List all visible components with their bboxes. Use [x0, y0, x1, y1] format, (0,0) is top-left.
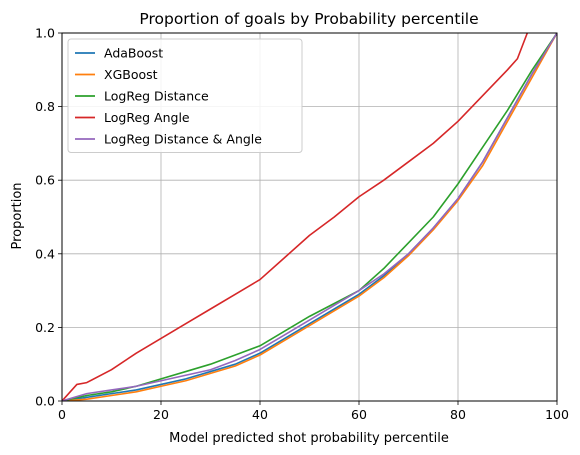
- x-tick-label: 80: [450, 407, 466, 422]
- x-tick-label: 100: [545, 407, 569, 422]
- legend-label: LogReg Angle: [104, 110, 190, 125]
- y-tick-label: 0.8: [35, 99, 55, 114]
- legend: AdaBoost XGBoost LogReg Distance LogReg Ang…: [67, 38, 303, 153]
- y-tick-label: 0.6: [35, 173, 55, 188]
- plot-frame: [61, 32, 558, 402]
- series-lines: [62, 33, 557, 401]
- y-axis-title: Proportion: [10, 182, 25, 249]
- series-line-xgboost: [62, 33, 557, 401]
- axis-ticks: 0 20 40 60 80 100 0.0 0.2 0.4 0.6 0.8 1.0: [35, 26, 569, 423]
- legend-label: XGBoost: [104, 67, 158, 82]
- legend-label: AdaBoost: [104, 46, 163, 61]
- x-tick-label: 0: [58, 407, 66, 422]
- series-line-logreg-angle: [62, 33, 529, 401]
- chart-title: Proportion of goals by Probability perce…: [139, 10, 478, 28]
- legend-label: LogReg Distance: [104, 89, 209, 104]
- x-tick-label: 20: [153, 407, 169, 422]
- series-line-logreg-distance-angle: [62, 33, 557, 401]
- y-tick-label: 0.4: [35, 246, 55, 261]
- legend-label: LogReg Distance & Angle: [104, 132, 262, 147]
- y-tick-label: 1.0: [35, 26, 55, 41]
- legend-box: [67, 38, 303, 153]
- x-axis-title: Model predicted shot probability percent…: [169, 431, 449, 446]
- x-tick-label: 40: [252, 407, 268, 422]
- y-tick-label: 0.0: [35, 394, 55, 409]
- y-tick-label: 0.2: [35, 320, 55, 335]
- x-tick-label: 60: [351, 407, 367, 422]
